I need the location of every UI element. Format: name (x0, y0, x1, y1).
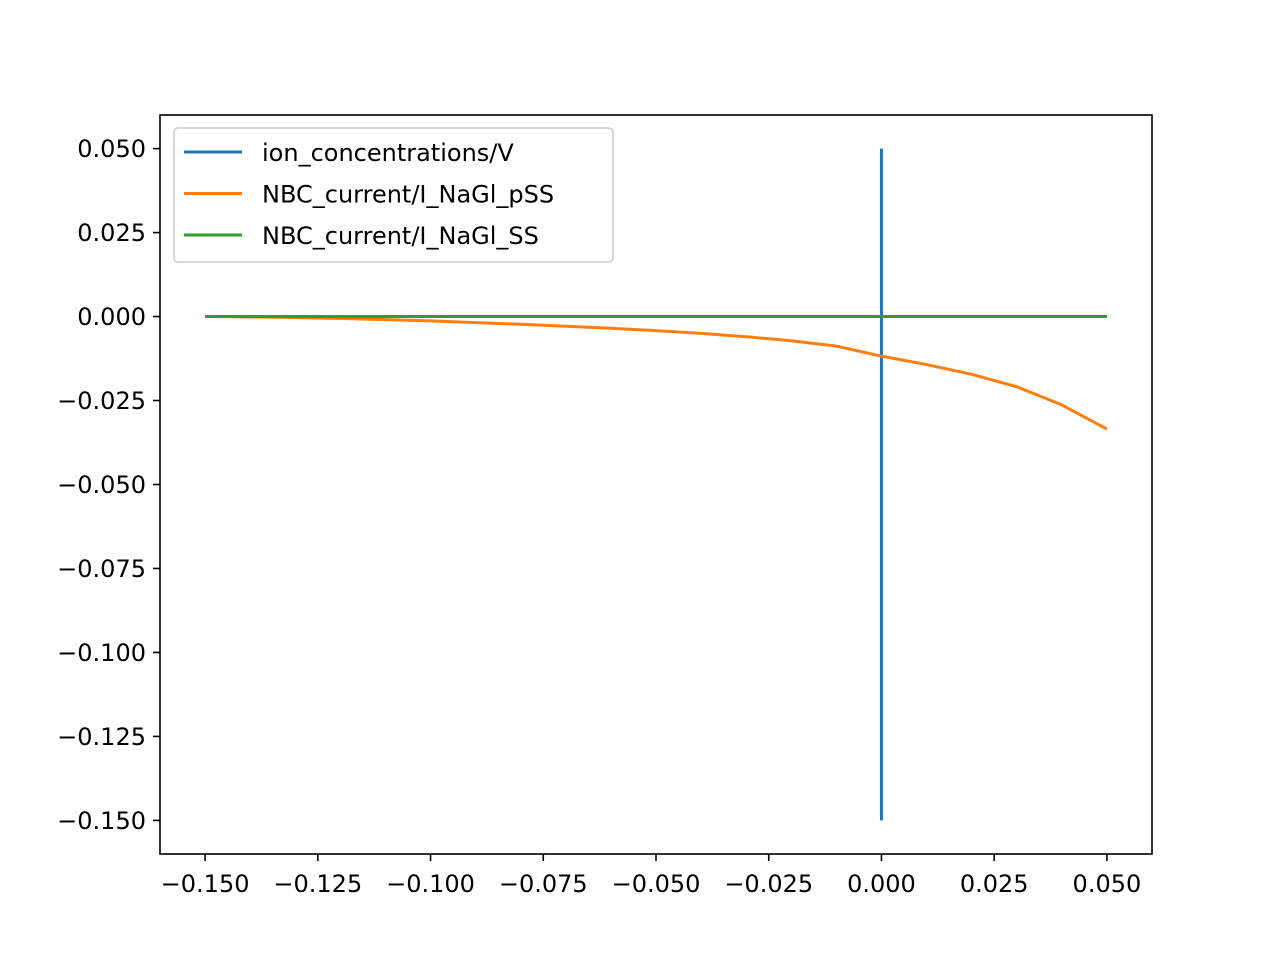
x-tick-label: 0.050 (1073, 870, 1142, 898)
x-tick-label: −0.025 (724, 870, 813, 898)
legend-label: NBC_current/I_NaGl_pSS (262, 181, 554, 209)
x-axis: −0.150 −0.125 −0.100 −0.075 −0.050 −0.025 0.00… (161, 854, 1142, 898)
x-tick-label: 0.025 (960, 870, 1029, 898)
y-tick-label: −0.150 (57, 807, 146, 835)
x-tick-label: −0.050 (612, 870, 701, 898)
legend: ion_concentrations/V NBC_current/I_NaGl_p… (173, 127, 614, 263)
y-axis: 0.050 0.025 0.000 −0.025 −0.050 −0.075 −0.100 −… (57, 135, 160, 835)
y-tick-label: −0.075 (57, 555, 146, 583)
x-tick-label: −0.075 (499, 870, 588, 898)
y-tick-label: 0.025 (77, 219, 146, 247)
legend-label: ion_concentrations/V (262, 139, 514, 167)
x-tick-label: 0.000 (847, 870, 916, 898)
x-tick-label: −0.125 (273, 870, 362, 898)
y-tick-label: −0.125 (57, 723, 146, 751)
legend-box (173, 127, 614, 263)
y-tick-label: −0.025 (57, 387, 146, 415)
series-layer (205, 148, 1108, 821)
y-tick-label: −0.050 (57, 471, 146, 499)
y-tick-label: 0.000 (77, 303, 146, 331)
series-line-2 (205, 315, 1108, 431)
x-tick-label: −0.150 (161, 870, 250, 898)
y-tick-label: 0.050 (77, 135, 146, 163)
x-tick-label: −0.100 (386, 870, 475, 898)
y-tick-label: −0.100 (57, 639, 146, 667)
legend-label: NBC_current/I_NaGl_SS (262, 222, 539, 250)
